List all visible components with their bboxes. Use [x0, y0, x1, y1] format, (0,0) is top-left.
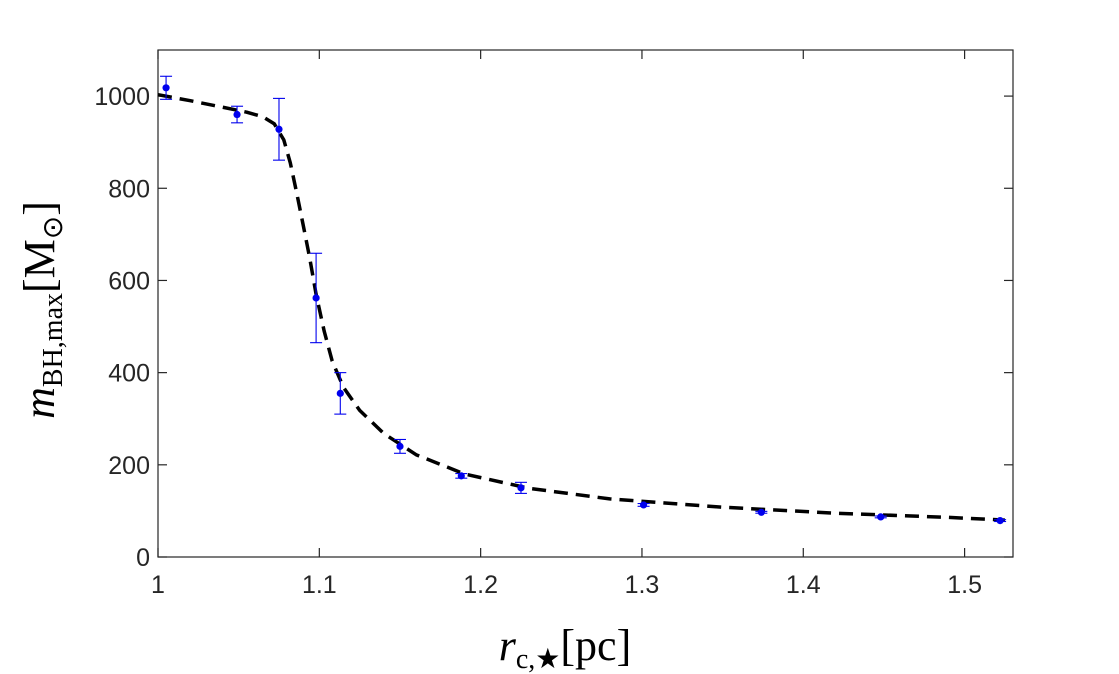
data-point [233, 110, 241, 119]
data-point-group [514, 481, 527, 494]
data-point [639, 501, 648, 509]
x-axis-title-sub: c,★ [516, 644, 561, 674]
x-tick-label: 1.5 [947, 571, 982, 599]
data-point [275, 125, 283, 133]
y-tick-label: 1000 [94, 83, 150, 111]
data-point-group [994, 516, 1007, 525]
y-axis-title-unit-sub: ⊙ [38, 216, 69, 239]
x-tick-label: 1.4 [786, 571, 821, 599]
x-axis: 1 1.1 1.2 1.3 1.4 1.5 [151, 50, 982, 599]
y-axis: 0 200 400 600 800 1000 [94, 83, 1013, 572]
data-point [457, 472, 465, 480]
x-tick-label: 1.1 [302, 571, 337, 599]
data-point-group [231, 105, 244, 124]
series-layer [157, 75, 1007, 525]
x-tick-label: 1 [151, 571, 165, 599]
x-axis-title: rc,★[pc] [499, 621, 632, 674]
x-tick-label: 1.3 [625, 571, 660, 599]
y-axis-title-unit: [M [15, 239, 64, 293]
data-point-group [310, 252, 323, 344]
data-point-group [455, 472, 468, 480]
data-point [312, 294, 320, 302]
data-point-group [334, 372, 347, 415]
y-axis-title-main: m [15, 387, 64, 419]
x-axis-title-main: r [499, 621, 517, 670]
data-point [336, 389, 344, 397]
data-point [877, 513, 885, 521]
x-tick-label: 1.2 [463, 571, 498, 599]
data-point [162, 84, 170, 92]
y-axis-title-unit-close: ] [15, 201, 64, 216]
data-point-group [272, 97, 285, 161]
data-point-group [160, 75, 173, 100]
y-tick-label: 800 [108, 175, 150, 203]
y-tick-label: 0 [136, 544, 150, 572]
data-point-group [393, 438, 406, 454]
x-axis-title-unit: [pc] [560, 621, 631, 670]
data-point [517, 484, 525, 492]
data-point [757, 508, 765, 516]
data-point-group [874, 513, 887, 521]
data-point [996, 516, 1004, 525]
plot-frame [157, 49, 1014, 558]
data-point-group [637, 501, 650, 509]
data-point [396, 442, 404, 450]
plot-area [157, 49, 1014, 558]
y-axis-title: mBH,max[M⊙] [15, 201, 69, 419]
y-axis-title-sub: BH,max [38, 293, 69, 387]
y-tick-label: 600 [108, 267, 150, 295]
y-tick-label: 200 [108, 452, 150, 480]
fit-curve [157, 92, 1005, 522]
y-tick-label: 400 [108, 360, 150, 388]
data-point-group [755, 508, 768, 516]
